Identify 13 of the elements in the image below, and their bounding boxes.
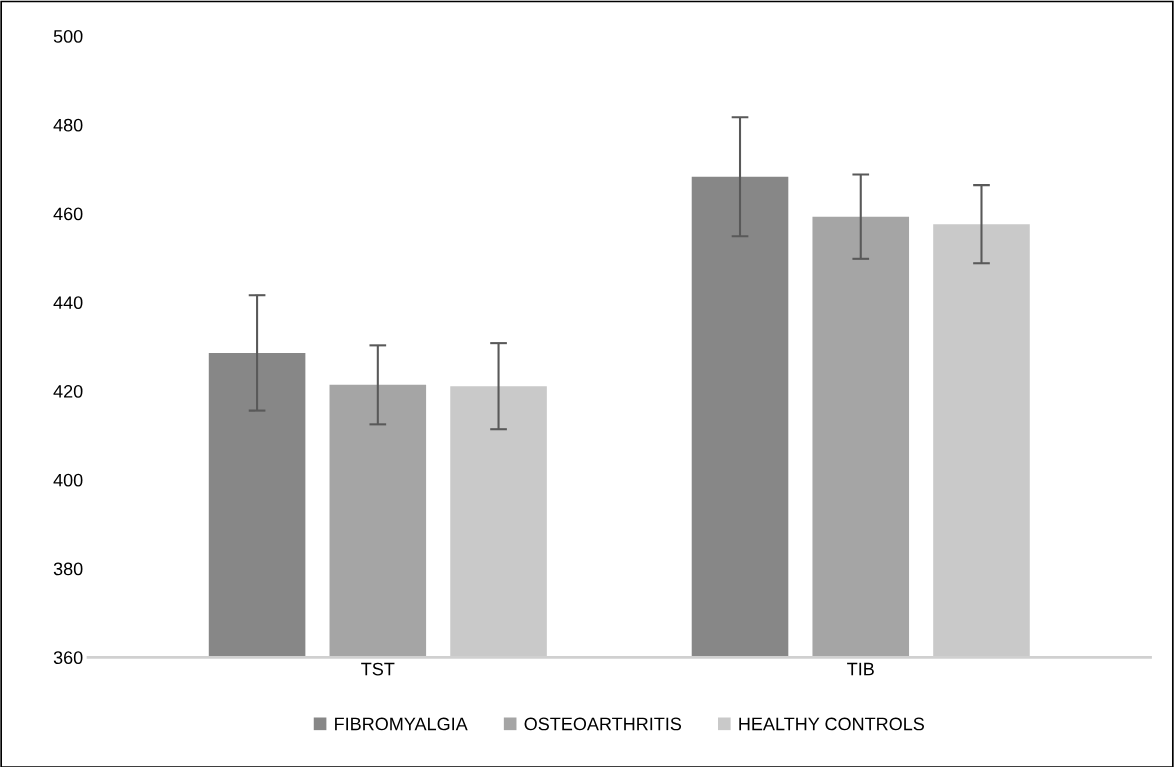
y-tick-label: 420	[53, 384, 83, 398]
y-tick-label: 480	[53, 118, 83, 132]
y-tick-label: 400	[53, 473, 83, 487]
legend-label: FIBROMYALGIA	[335, 717, 468, 731]
x-tick-label: TIB	[847, 662, 874, 676]
legend-label: HEALTHY CONTROLS	[739, 717, 924, 731]
y-tick-label: 460	[53, 207, 83, 221]
legend-label: OSTEOARTHRITIS	[524, 717, 682, 731]
y-tick-label: 500	[53, 29, 83, 43]
y-tick-label: 360	[53, 651, 83, 665]
y-tick-label: 380	[53, 562, 83, 576]
y-tick-label: 440	[53, 296, 83, 310]
x-tick-label: TST	[361, 662, 395, 676]
